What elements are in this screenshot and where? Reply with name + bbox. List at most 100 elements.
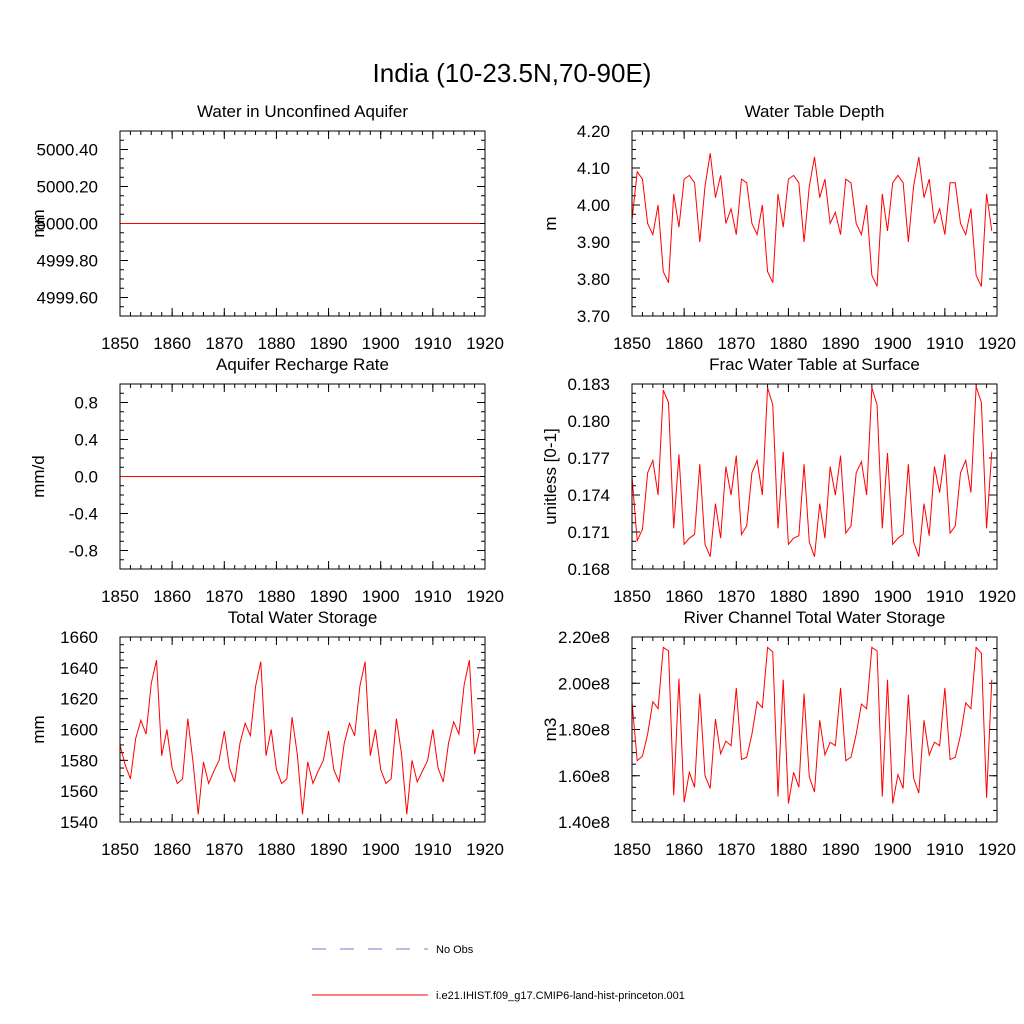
panel-title: Frac Water Table at Surface [709, 355, 920, 374]
y-tick-label: 5000.20 [37, 178, 98, 197]
x-tick-label: 1870 [205, 840, 243, 859]
x-tick-label: 1880 [770, 840, 808, 859]
x-tick-label: 1890 [310, 840, 348, 859]
x-tick-label: 1860 [665, 334, 703, 353]
y-tick-label: 1620 [60, 690, 98, 709]
x-tick-label: 1860 [153, 840, 191, 859]
y-tick-label: 0.168 [567, 560, 610, 579]
x-tick-label: 1910 [414, 334, 452, 353]
y-tick-label: 0.183 [567, 375, 610, 394]
y-axis-label: m [541, 216, 560, 230]
x-tick-label: 1850 [613, 840, 651, 859]
y-tick-label: 5000.00 [37, 215, 98, 234]
x-tick-label: 1920 [978, 840, 1016, 859]
y-tick-label: 0.177 [567, 449, 610, 468]
y-tick-label: 1660 [60, 628, 98, 647]
series-line [631, 646, 993, 804]
y-axis-label: mm/d [29, 455, 48, 498]
y-tick-label: 3.70 [577, 307, 610, 326]
y-tick-label: 1580 [60, 751, 98, 770]
plot-frame [119, 636, 486, 823]
y-tick-label: 0.8 [74, 394, 98, 413]
y-tick-label: 5000.40 [37, 141, 98, 160]
y-tick-label: 2.20e8 [558, 628, 610, 647]
x-tick-label: 1910 [926, 840, 964, 859]
y-axis-label: mm [29, 715, 48, 743]
y-tick-label: -0.8 [69, 542, 98, 561]
panel-4: Frac Water Table at Surface unitless [0-1… [541, 355, 1016, 606]
panel-5: Total Water Storage mm 1850 1860 1870 1880 189… [29, 608, 504, 859]
y-tick-label: 4.20 [577, 122, 610, 141]
x-tick-label: 1910 [414, 840, 452, 859]
series-line [631, 386, 993, 557]
x-tick-label: 1900 [362, 587, 400, 606]
series-line [631, 153, 993, 287]
x-tick-label: 1850 [101, 587, 139, 606]
y-tick-label: 0.171 [567, 523, 610, 542]
x-tick-label: 1870 [717, 334, 755, 353]
y-tick-label: -0.4 [69, 505, 98, 524]
y-tick-label: 1540 [60, 813, 98, 832]
x-tick-label: 1860 [665, 587, 703, 606]
x-tick-label: 1880 [258, 334, 296, 353]
x-tick-label: 1850 [613, 334, 651, 353]
y-tick-label: 0.174 [567, 486, 610, 505]
page-title: India (10-23.5N,70-90E) [373, 58, 652, 88]
y-tick-label: 1.40e8 [558, 813, 610, 832]
y-axis-label: unitless [0-1] [541, 428, 560, 524]
x-tick-label: 1920 [466, 840, 504, 859]
panel-title: Water in Unconfined Aquifer [197, 102, 408, 121]
x-tick-label: 1870 [717, 587, 755, 606]
x-tick-label: 1900 [362, 840, 400, 859]
panel-2: Water Table Depth m 1850 1860 1870 1880 1890 19… [541, 102, 1016, 353]
x-tick-label: 1920 [978, 587, 1016, 606]
x-tick-label: 1880 [258, 587, 296, 606]
y-tick-label: 3.80 [577, 270, 610, 289]
y-tick-label: 2.00e8 [558, 674, 610, 693]
y-tick-label: 1.80e8 [558, 721, 610, 740]
x-tick-label: 1890 [822, 587, 860, 606]
y-tick-label: 0.4 [74, 431, 98, 450]
x-tick-label: 1920 [978, 334, 1016, 353]
x-tick-label: 1860 [153, 587, 191, 606]
x-tick-label: 1850 [101, 840, 139, 859]
x-tick-label: 1870 [205, 334, 243, 353]
y-tick-label: 4.10 [577, 159, 610, 178]
legend: No Obs i.e21.IHIST.f09_g17.CMIP6-land-hi… [312, 944, 685, 1002]
x-tick-label: 1860 [665, 840, 703, 859]
x-tick-label: 1900 [874, 840, 912, 859]
y-tick-label: 4.00 [577, 196, 610, 215]
x-tick-label: 1880 [258, 840, 296, 859]
x-tick-label: 1860 [153, 334, 191, 353]
series-line [119, 660, 481, 815]
x-tick-label: 1890 [822, 840, 860, 859]
x-tick-label: 1870 [205, 587, 243, 606]
x-tick-label: 1910 [926, 587, 964, 606]
y-axis-label: mm [29, 209, 48, 237]
x-tick-label: 1900 [874, 587, 912, 606]
plot-frame [631, 130, 998, 317]
panel-title: River Channel Total Water Storage [684, 608, 946, 627]
chart-panels: Water in Unconfined Aquifer mm 1850 1860 187… [29, 102, 1016, 859]
x-tick-label: 1920 [466, 587, 504, 606]
x-tick-label: 1850 [101, 334, 139, 353]
y-tick-label: 0.180 [567, 412, 610, 431]
plot-frame [119, 383, 486, 570]
y-tick-label: 3.90 [577, 233, 610, 252]
y-tick-label: 1640 [60, 659, 98, 678]
y-tick-label: 1600 [60, 721, 98, 740]
y-tick-label: 4999.80 [37, 252, 98, 271]
x-tick-label: 1880 [770, 587, 808, 606]
legend-label-model-run: i.e21.IHIST.f09_g17.CMIP6-land-hist-prin… [436, 990, 685, 1002]
y-tick-label: 1560 [60, 782, 98, 801]
y-tick-label: 4999.60 [37, 289, 98, 308]
plot-frame [631, 383, 998, 570]
y-tick-label: 1.60e8 [558, 767, 610, 786]
x-tick-label: 1900 [874, 334, 912, 353]
plot-frame [631, 636, 998, 823]
panel-title: Water Table Depth [745, 102, 885, 121]
panel-title: Aquifer Recharge Rate [216, 355, 389, 374]
x-tick-label: 1880 [770, 334, 808, 353]
